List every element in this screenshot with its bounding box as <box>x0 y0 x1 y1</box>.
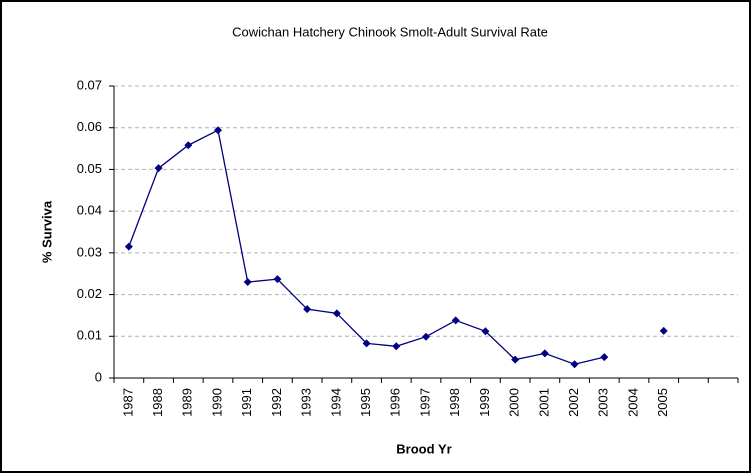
data-point <box>659 326 668 335</box>
y-tick-label: 0.05 <box>77 161 102 176</box>
data-point <box>124 242 133 251</box>
data-point <box>362 339 371 348</box>
y-tick-label: 0.07 <box>77 77 102 92</box>
y-tick-label: 0.03 <box>77 244 102 259</box>
y-tick-label: 0.02 <box>77 286 102 301</box>
x-tick-label: 2002 <box>566 388 581 417</box>
x-tick-label: 1995 <box>358 388 373 417</box>
y-tick-label: 0 <box>95 369 102 384</box>
y-tick-label: 0.06 <box>77 119 102 134</box>
data-point <box>243 278 252 287</box>
data-point <box>481 327 490 336</box>
x-tick-label: 2005 <box>655 388 670 417</box>
data-point <box>600 353 609 362</box>
data-point <box>273 275 282 284</box>
x-tick-label: 1989 <box>180 388 195 417</box>
y-tick-label: 0.01 <box>77 328 102 343</box>
x-tick-label: 1994 <box>328 388 343 417</box>
x-tick-label: 1990 <box>209 388 224 417</box>
x-axis-title: Brood Yr <box>396 441 451 456</box>
x-tick-label: 1992 <box>269 388 284 417</box>
x-tick-label: 2004 <box>625 388 640 417</box>
data-point <box>332 309 341 318</box>
x-tick-label: 1991 <box>239 388 254 417</box>
x-tick-label: 2000 <box>507 388 522 417</box>
data-point <box>184 141 193 150</box>
x-tick-label: 1998 <box>447 388 462 417</box>
data-point <box>214 126 222 135</box>
data-point <box>540 349 549 358</box>
x-tick-label: 1993 <box>299 388 314 417</box>
x-tick-label: 1997 <box>417 388 432 417</box>
data-point <box>392 342 401 351</box>
x-tick-label: 2001 <box>536 388 551 417</box>
x-tick-label: 2003 <box>596 388 611 417</box>
y-axis-title: % Surviva <box>39 200 54 263</box>
x-tick-label: 1987 <box>120 388 135 417</box>
x-tick-label: 1996 <box>388 388 403 417</box>
data-point <box>511 355 520 364</box>
data-point <box>303 305 312 314</box>
data-point <box>422 332 430 341</box>
chart-title: Cowichan Hatchery Chinook Smolt-Adult Su… <box>232 24 548 39</box>
data-point <box>451 316 460 325</box>
y-tick-label: 0.04 <box>77 203 102 218</box>
x-tick-label: 1999 <box>477 388 492 417</box>
data-point <box>154 164 163 173</box>
data-point <box>570 360 579 369</box>
x-tick-label: 1988 <box>150 388 165 417</box>
